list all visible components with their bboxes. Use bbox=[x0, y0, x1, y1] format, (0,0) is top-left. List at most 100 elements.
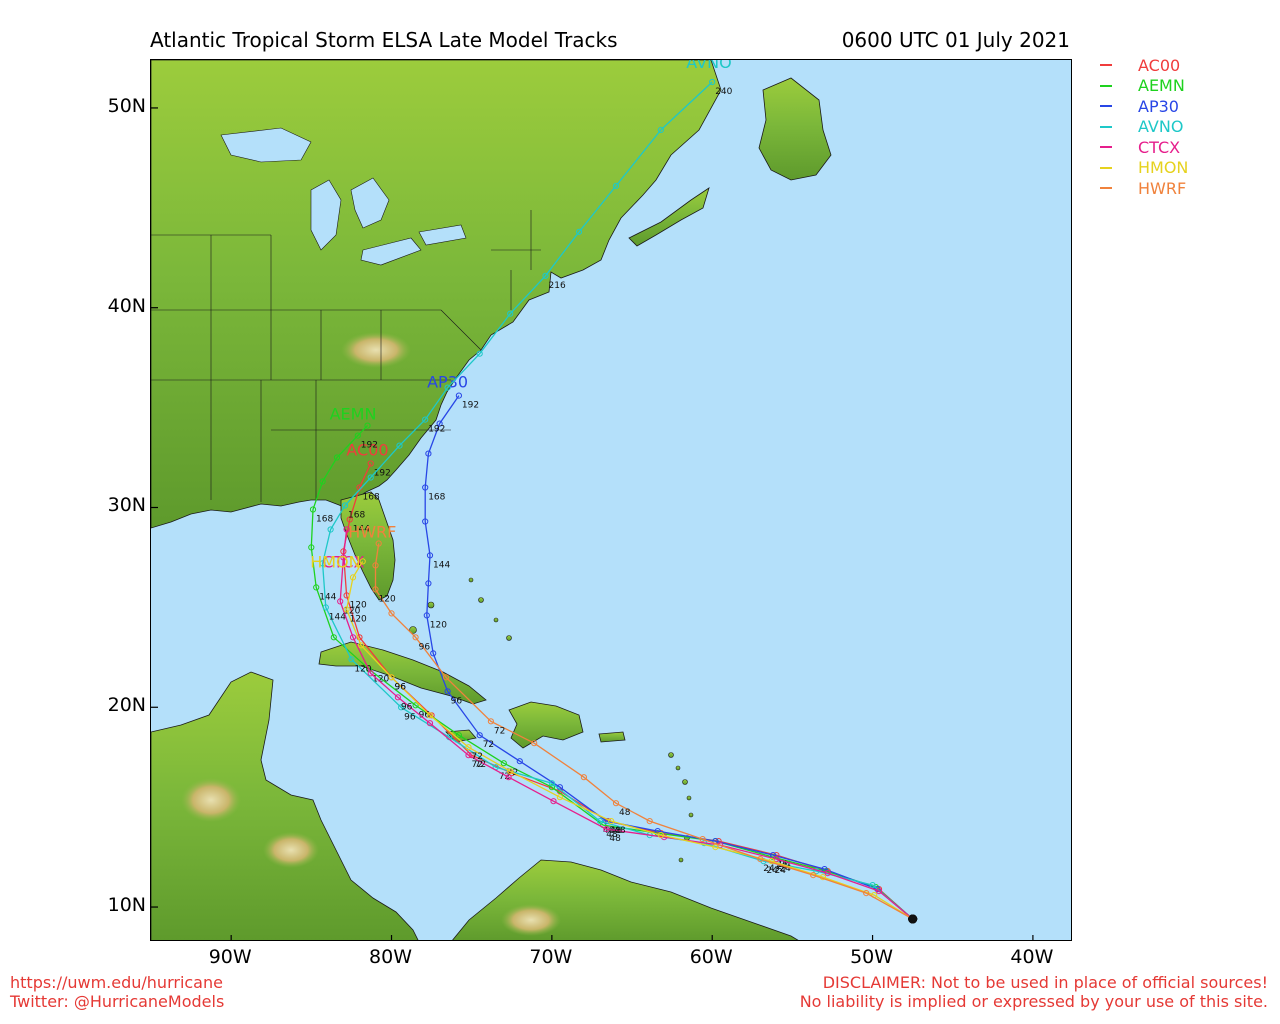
nova-scotia-land bbox=[628, 187, 710, 247]
forecast-hour-label: 96 bbox=[401, 702, 413, 712]
forecast-hour-label: 24 bbox=[775, 866, 787, 876]
hispaniola-land bbox=[508, 701, 584, 749]
lesser-antilles bbox=[409, 577, 694, 863]
track-point bbox=[709, 78, 716, 86]
track-point bbox=[394, 694, 401, 701]
track-point bbox=[319, 560, 326, 567]
lon-tick-label: 40W bbox=[1010, 946, 1054, 968]
track-point bbox=[465, 752, 472, 759]
forecast-hour-label: 96 bbox=[395, 682, 407, 692]
track-line bbox=[345, 561, 914, 920]
track-point bbox=[396, 442, 403, 449]
track-point bbox=[388, 674, 395, 681]
track-point bbox=[372, 586, 379, 593]
track-point bbox=[507, 310, 514, 317]
mountain-shading bbox=[181, 778, 241, 822]
forecast-hour-label: 192 bbox=[462, 401, 479, 411]
track-point bbox=[358, 642, 365, 649]
forecast-hour-label: 144 bbox=[353, 525, 370, 535]
track-point bbox=[359, 558, 366, 565]
track-point bbox=[712, 844, 719, 851]
model-legend: AC00 AEMN AP30 AVNO CTCX HMON HWRF bbox=[1100, 55, 1188, 199]
track-point bbox=[343, 606, 350, 613]
forecast-hour-label: 24 bbox=[767, 866, 779, 876]
track-point bbox=[548, 780, 555, 787]
legend-swatch bbox=[1100, 125, 1112, 128]
track-point bbox=[346, 516, 353, 523]
legend-item-ctcx: CTCX bbox=[1100, 137, 1188, 158]
track-point bbox=[398, 704, 405, 711]
forecast-hour-label: 24 bbox=[763, 864, 775, 874]
lat-tick-label: 10N bbox=[107, 894, 146, 917]
forecast-hour-label: 120 bbox=[372, 674, 389, 684]
track-point bbox=[308, 544, 315, 551]
track-point bbox=[657, 126, 664, 134]
track-point bbox=[455, 392, 462, 399]
forecast-hour-label: 168 bbox=[428, 493, 445, 503]
track-point bbox=[422, 416, 429, 423]
legend-item-aemn: AEMN bbox=[1100, 76, 1188, 97]
track-point bbox=[476, 732, 483, 739]
track-point bbox=[542, 272, 549, 279]
forecast-hour-label: 48 bbox=[606, 830, 618, 840]
track-point bbox=[349, 574, 357, 581]
great-lakes bbox=[220, 127, 467, 266]
track-point bbox=[367, 460, 374, 467]
puerto-rico-land bbox=[598, 731, 626, 743]
track-point bbox=[364, 422, 371, 429]
forecast-hour-label: 120 bbox=[350, 614, 367, 624]
track-point bbox=[430, 650, 437, 657]
map-timestamp: 0600 UTC 01 July 2021 bbox=[841, 28, 1070, 52]
track-point bbox=[487, 718, 494, 725]
track-point bbox=[875, 888, 883, 895]
forecast-hour-label: 144 bbox=[329, 612, 346, 622]
mountain-shading bbox=[501, 904, 561, 936]
track-point bbox=[869, 882, 876, 889]
track-point bbox=[425, 580, 432, 587]
track-point bbox=[354, 432, 361, 439]
forecast-hour-label: 24 bbox=[776, 862, 788, 872]
track-point bbox=[465, 744, 472, 751]
track-end-label: CTCX bbox=[322, 552, 364, 571]
forecast-hour-label: 48 bbox=[619, 808, 631, 818]
lat-tick-label: 40N bbox=[107, 294, 146, 317]
track-line bbox=[339, 529, 914, 920]
track-end-label: AP30 bbox=[427, 373, 468, 392]
track-point bbox=[612, 800, 620, 807]
legend-label: AEMN bbox=[1138, 76, 1185, 96]
forecast-hour-label: 96 bbox=[419, 710, 431, 720]
footer-url[interactable]: https://uwm.edu/hurricane bbox=[10, 973, 223, 992]
newfoundland-land bbox=[758, 77, 832, 181]
track-line bbox=[374, 543, 914, 920]
forecast-hour-label: 72 bbox=[472, 752, 483, 762]
track-point bbox=[442, 674, 450, 681]
track-point bbox=[476, 350, 483, 357]
track-map: 24 48 72 96 120 144 168 192 AC00 24 48 72 96 120 144 16… bbox=[150, 59, 1072, 941]
track-point bbox=[516, 758, 523, 765]
forecast-hour-label: 72 bbox=[472, 760, 483, 770]
forecast-hour-label: 72 bbox=[499, 772, 510, 782]
track-point bbox=[327, 526, 334, 533]
lon-tick-label: 80W bbox=[369, 946, 412, 968]
legend-label: HMON bbox=[1138, 158, 1189, 178]
track-point bbox=[548, 784, 555, 791]
forecast-hour-label: 120 bbox=[343, 606, 360, 616]
track-point bbox=[412, 702, 419, 709]
track-point bbox=[309, 506, 317, 513]
lon-tick-label: 50W bbox=[850, 946, 894, 968]
track-line bbox=[310, 425, 914, 920]
footer-twitter: Twitter: @HurricaneModels bbox=[10, 992, 225, 1011]
track-point bbox=[348, 656, 355, 663]
forecast-hour-label: 72 bbox=[475, 760, 486, 770]
track-point bbox=[412, 634, 419, 641]
track-point bbox=[556, 794, 563, 801]
forecast-hour-label: 72 bbox=[494, 726, 505, 736]
legend-swatch bbox=[1100, 64, 1112, 67]
forecast-hour-label: 192 bbox=[428, 425, 445, 435]
track-point bbox=[367, 670, 374, 677]
lon-tick-label: 70W bbox=[529, 946, 573, 968]
state-boundaries bbox=[151, 210, 541, 502]
lat-tick-label: 50N bbox=[107, 94, 146, 117]
track-point bbox=[699, 836, 706, 843]
forecast-hour-label: 72 bbox=[483, 740, 494, 750]
